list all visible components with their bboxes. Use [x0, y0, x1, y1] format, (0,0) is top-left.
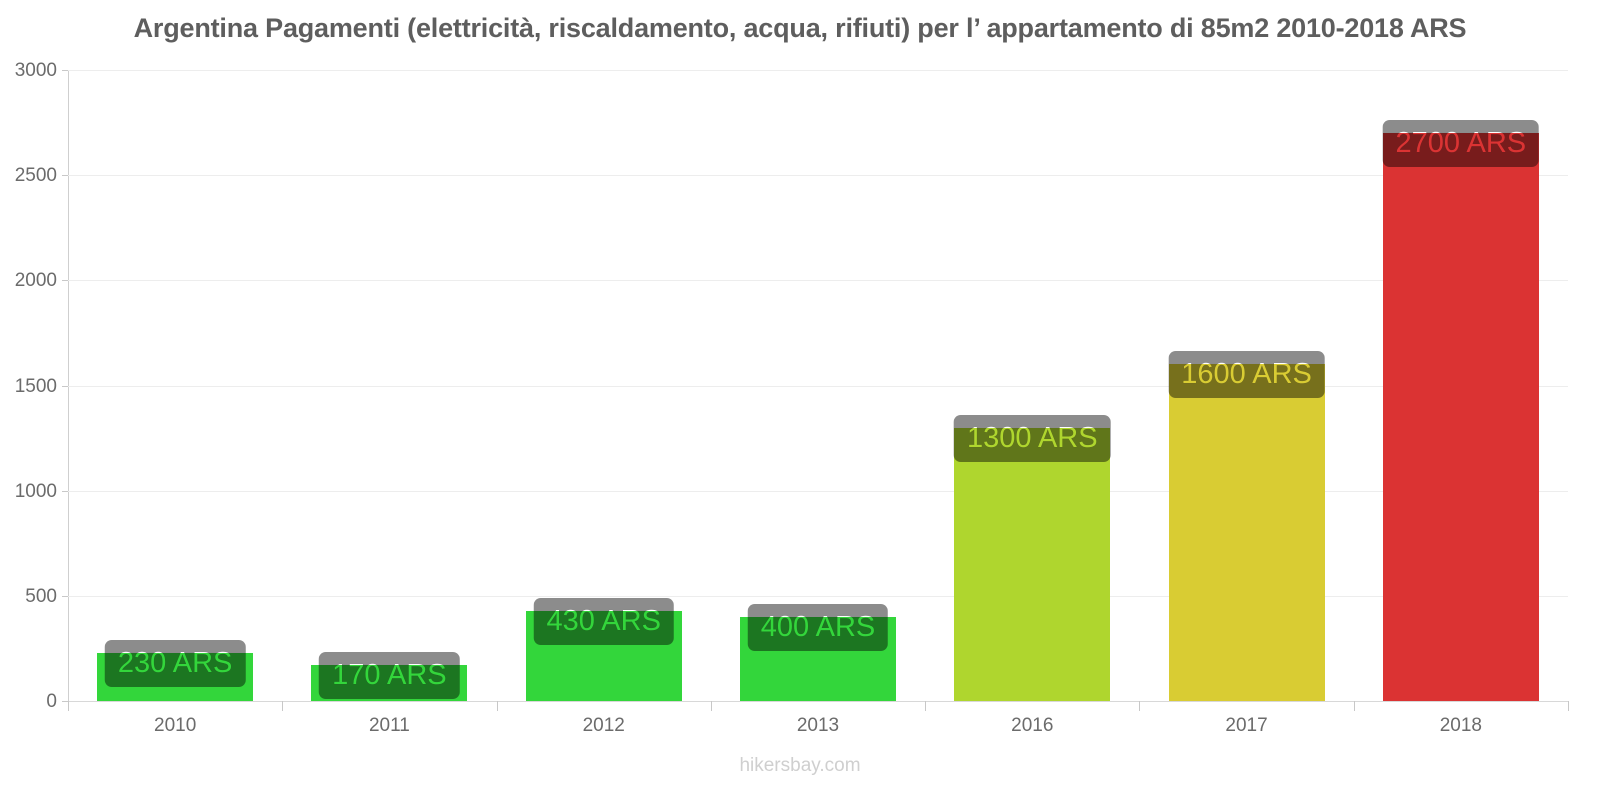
- y-tick-mark: [62, 595, 68, 597]
- gridline: [68, 280, 1568, 282]
- value-label-text: 400 ARS: [760, 610, 876, 643]
- y-tick-label: 2500: [14, 165, 57, 187]
- gridline: [68, 70, 1568, 71]
- plot-area: 230 ARS 170 ARS 430 ARS 400 ARS 1300 ARS 1600…: [62, 70, 1568, 702]
- gridline: [68, 490, 1568, 492]
- x-tick-mark: [1139, 701, 1141, 711]
- value-label-text: 1600 ARS: [1181, 358, 1312, 391]
- value-label-text: 2700 ARS: [1395, 127, 1527, 160]
- x-tick-label-2010: 2010: [154, 715, 197, 736]
- y-tick-label: 3000: [14, 60, 57, 81]
- chart-title: Argentina Pagamenti (elettricità, riscal…: [133, 13, 1467, 43]
- bar-2016[interactable]: [954, 427, 1111, 701]
- value-label-2017: 1600 ARS: [1168, 351, 1325, 399]
- value-label-text: 230 ARS: [117, 646, 233, 679]
- x-tick-mark: [1353, 701, 1355, 711]
- gridline: [68, 385, 1568, 387]
- x-tick-mark: [496, 701, 498, 711]
- y-tick-label: 1000: [14, 480, 57, 502]
- x-tick-mark: [925, 701, 927, 711]
- value-label-text: 430 ARS: [546, 604, 661, 637]
- x-tick-label-2011: 2011: [368, 715, 410, 736]
- x-tick-label-2018: 2018: [1439, 715, 1482, 736]
- value-label-2012: 430 ARS: [533, 597, 674, 645]
- x-tick-mark: [282, 701, 284, 711]
- y-tick-mark: [62, 280, 68, 282]
- value-label-2016: 1300 ARS: [953, 414, 1111, 462]
- bar-2018[interactable]: [1382, 133, 1539, 701]
- bar-2017[interactable]: [1168, 364, 1325, 701]
- gridline: [68, 701, 1568, 702]
- x-tick-label-2016: 2016: [1011, 715, 1054, 736]
- y-tick-label: 0: [46, 691, 57, 712]
- y-tick-mark: [62, 701, 68, 702]
- value-label-2011: 170 ARS: [319, 652, 460, 700]
- x-tick-mark: [710, 701, 712, 711]
- value-label-text: 170 ARS: [332, 659, 447, 692]
- y-tick-mark: [62, 385, 68, 387]
- y-tick-mark: [62, 175, 68, 177]
- value-label-2018: 2700 ARS: [1382, 120, 1540, 168]
- x-tick-mark: [1568, 701, 1569, 711]
- y-tick-mark: [62, 490, 68, 492]
- y-tick-label: 1500: [14, 375, 57, 397]
- y-axis-line: [68, 70, 69, 711]
- gridline: [68, 595, 1568, 597]
- x-tick-mark: [68, 701, 69, 711]
- y-tick-label: 2000: [14, 270, 57, 292]
- value-label-2013: 400 ARS: [747, 603, 889, 651]
- gridline: [68, 175, 1568, 177]
- x-tick-label-2012: 2012: [582, 715, 625, 736]
- value-label-2010: 230 ARS: [104, 639, 246, 687]
- x-tick-label-2013: 2013: [796, 715, 840, 736]
- x-tick-label-2017: 2017: [1225, 715, 1268, 736]
- source-watermark: hikersbay.com: [739, 755, 861, 776]
- y-tick-label: 500: [25, 585, 57, 607]
- value-label-text: 1300 ARS: [966, 421, 1098, 454]
- y-tick-mark: [62, 70, 68, 71]
